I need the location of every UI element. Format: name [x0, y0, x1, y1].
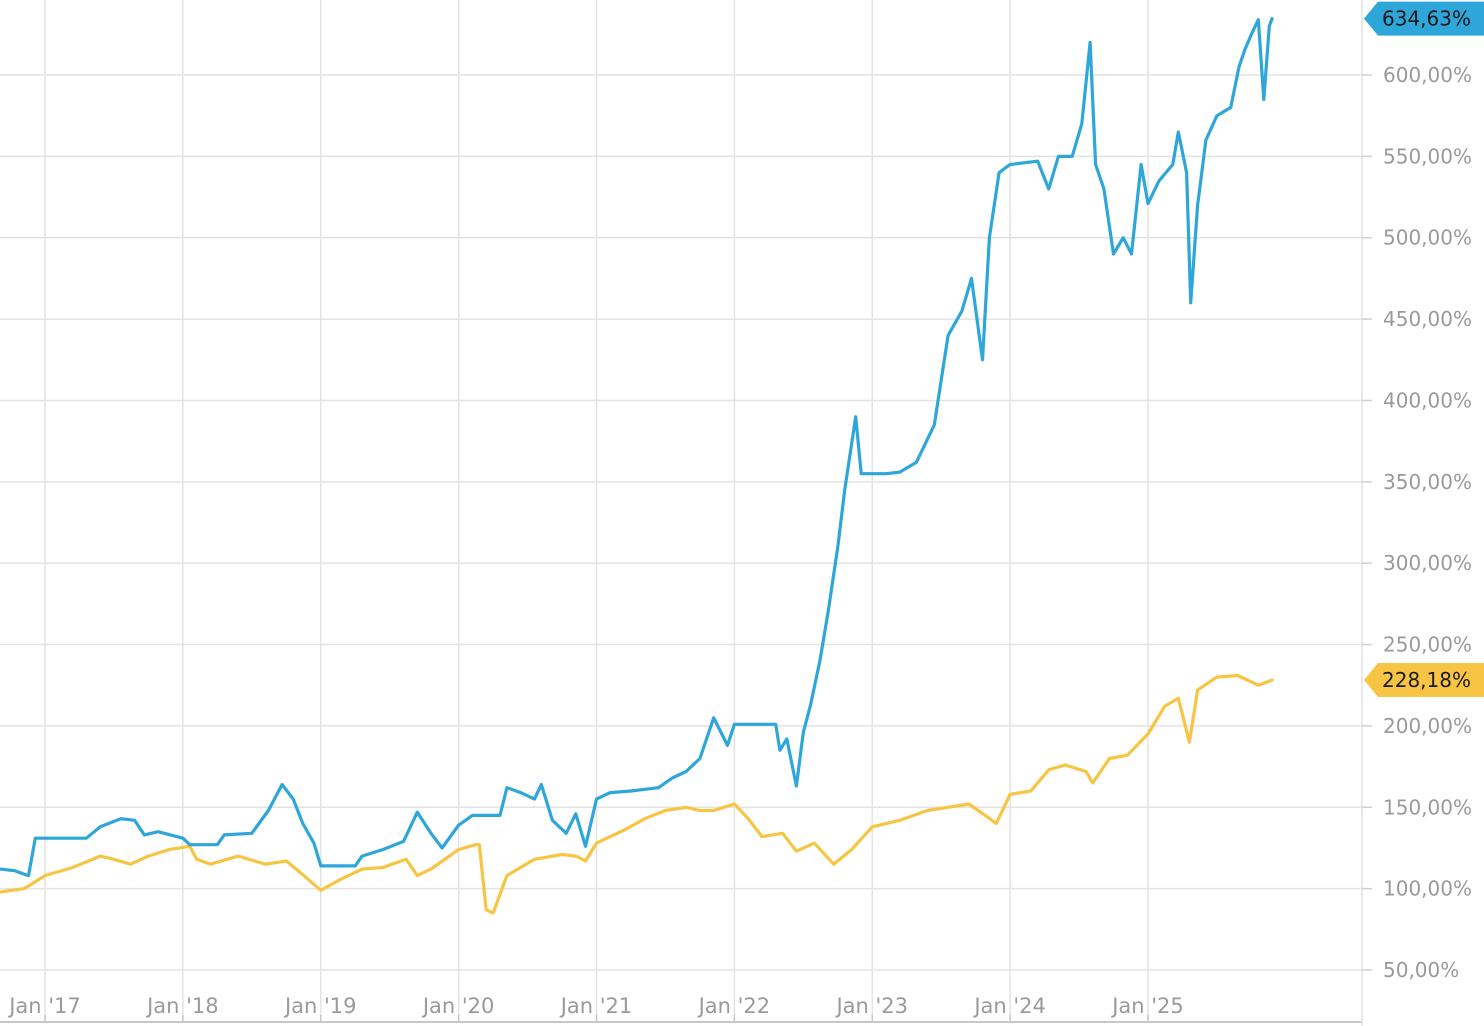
y-tick-label: 50,00% [1383, 958, 1459, 982]
x-tick-label: Jan '23 [834, 994, 908, 1018]
horizontal-grid [0, 74, 1362, 971]
x-axis-ticks: Jan '17 Jan '18 Jan '19 Jan '20 Jan '21 Jan '… [7, 994, 1184, 1022]
value-badge-0: 634,63% [1364, 1, 1484, 36]
value-badge-1: 228,18% [1364, 663, 1484, 698]
value-badge-shape [1364, 663, 1484, 698]
y-tick-label: 150,00% [1383, 795, 1472, 819]
y-tick-label: 600,00% [1383, 63, 1472, 87]
series-line-0 [0, 17, 1274, 878]
x-tick-label: Jan '17 [7, 994, 81, 1018]
value-badges: 634,63% 228,18% [1364, 1, 1484, 698]
y-tick-label: 250,00% [1383, 633, 1472, 657]
x-tick-label: Jan '24 [972, 994, 1046, 1018]
value-badge-shape [1364, 1, 1484, 36]
x-tick-label: Jan '19 [283, 994, 357, 1018]
y-tick-label: 400,00% [1383, 388, 1472, 412]
x-tick-label: Jan '25 [1110, 994, 1184, 1018]
y-tick-label: 500,00% [1383, 226, 1472, 250]
y-tick-label: 450,00% [1383, 307, 1472, 331]
y-tick-label: 550,00% [1383, 144, 1472, 168]
series-line-1 [0, 673, 1274, 915]
y-axis-ticks: 50,00% 100,00% 150,00% 200,00% 250,00% 300,00… [1362, 63, 1472, 982]
x-tick-label: Jan '20 [421, 994, 495, 1018]
y-tick-label: 300,00% [1383, 551, 1472, 575]
y-tick-label: 100,00% [1383, 877, 1472, 901]
x-tick-label: Jan '21 [559, 994, 633, 1018]
value-badge-label: 228,18% [1382, 668, 1471, 692]
x-tick-label: Jan '22 [697, 994, 771, 1018]
x-tick-label: Jan '18 [145, 994, 219, 1018]
y-tick-label: 200,00% [1383, 714, 1472, 738]
series-layer [0, 17, 1274, 915]
y-tick-label: 350,00% [1383, 470, 1472, 494]
vertical-grid [44, 0, 1149, 1022]
value-badge-label: 634,63% [1382, 7, 1471, 31]
